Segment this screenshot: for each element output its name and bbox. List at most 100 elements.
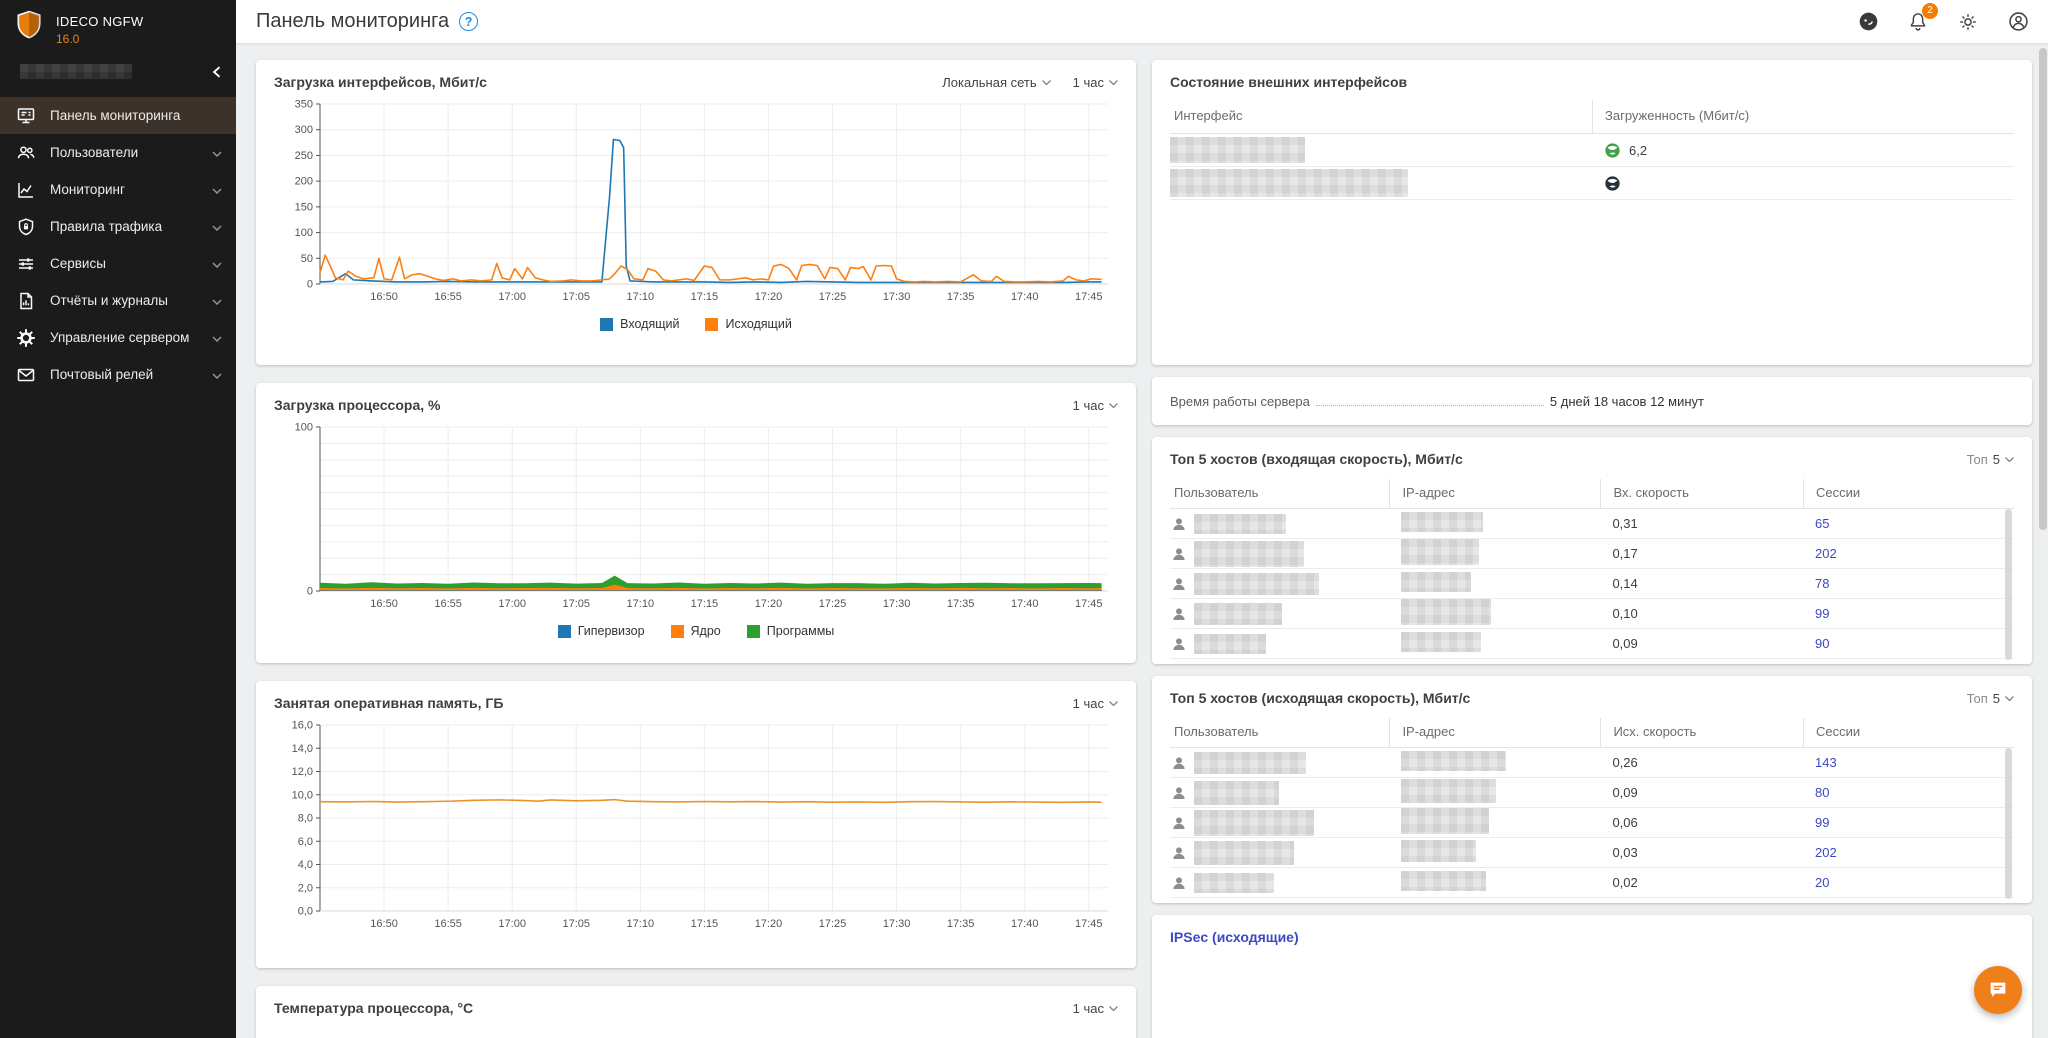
svg-text:16:55: 16:55: [434, 918, 462, 930]
table-body: 0,31 65 0,17 202 0,14: [1170, 509, 2014, 664]
sessions-link[interactable]: 20: [1814, 875, 1830, 890]
sidebar-menu: Панель мониторинга Пользователи Монитори…: [0, 97, 236, 393]
chevron-left-icon: [212, 65, 221, 78]
svg-text:17:30: 17:30: [883, 291, 911, 303]
table-scrollbar[interactable]: [2005, 748, 2012, 899]
ipsec-link[interactable]: IPSec (исходящие): [1170, 929, 1299, 945]
dashboard-content: Загрузка интерфейсов, Мбит/с Локальная с…: [236, 44, 2048, 1038]
top-count-select[interactable]: Топ 5: [1967, 691, 2014, 706]
table-row: 0,09 90: [1170, 629, 2014, 659]
sidebar-item-label: Мониторинг: [50, 182, 125, 197]
svg-text:17:15: 17:15: [691, 598, 719, 610]
card-interface-load: Загрузка интерфейсов, Мбит/с Локальная с…: [256, 60, 1136, 365]
svg-text:17:05: 17:05: [562, 918, 590, 930]
support-icon[interactable]: [1856, 10, 1880, 34]
sessions-link[interactable]: 202: [1814, 845, 1837, 860]
sidebar-item-reports[interactable]: Отчёты и журналы: [0, 282, 236, 319]
speed-value: 0,03: [1612, 845, 1638, 860]
sidebar-item-label: Почтовый релей: [50, 367, 154, 382]
uptime-label: Время работы сервера: [1170, 393, 1310, 409]
sessions-link[interactable]: 80: [1814, 785, 1830, 800]
sessions-link[interactable]: 78: [1814, 576, 1830, 591]
user-icon: [1173, 547, 1185, 560]
brand-shield-icon: [17, 10, 41, 39]
chart-legend: Входящий Исходящий: [274, 317, 1118, 331]
user-icon: [1173, 876, 1185, 889]
caret-down-icon: [1109, 79, 1118, 85]
sidebar-item-traffic-rules[interactable]: Правила трафика: [0, 208, 236, 245]
caret-down-icon: [1109, 402, 1118, 408]
svg-text:17:35: 17:35: [947, 598, 975, 610]
svg-text:100: 100: [295, 227, 313, 239]
chevron-down-icon: [212, 182, 222, 197]
sessions-link[interactable]: 202: [1814, 546, 1837, 561]
svg-text:17:30: 17:30: [883, 598, 911, 610]
ram-chart: 16:50 16:55 17:00 17:05 17:10 17:15 17:20 17:25…: [274, 717, 1118, 940]
theme-toggle-sun-icon[interactable]: [1956, 10, 1980, 34]
brand-version: 16.0: [56, 32, 80, 46]
sessions-link[interactable]: 65: [1814, 516, 1830, 531]
sidebar-item-label: Правила трафика: [50, 219, 163, 234]
speed-value: 0,26: [1612, 755, 1638, 770]
period-select[interactable]: 1 час: [1073, 1001, 1118, 1016]
sidebar-item-mail-relay[interactable]: Почтовый релей: [0, 356, 236, 393]
svg-text:17:45: 17:45: [1075, 598, 1103, 610]
svg-text:350: 350: [295, 99, 313, 111]
table-row: 0,09 80: [1170, 778, 2014, 808]
period-select[interactable]: 1 час: [1073, 696, 1118, 711]
redacted-interface-name: [1170, 169, 1408, 197]
svg-text:0,0: 0,0: [298, 906, 313, 918]
svg-text:17:35: 17:35: [947, 291, 975, 303]
external-interfaces-table: Интерфейс Загруженность (Мбит/с): [1170, 100, 2014, 200]
period-select[interactable]: 1 час: [1073, 75, 1118, 90]
period-select[interactable]: 1 час: [1073, 398, 1118, 413]
page-scrollbar[interactable]: [2039, 48, 2047, 1038]
card-title: Температура процессора, °C: [274, 1000, 474, 1016]
feedback-fab[interactable]: [1974, 966, 2022, 1014]
sessions-link[interactable]: 99: [1814, 815, 1830, 830]
svg-text:17:20: 17:20: [755, 918, 783, 930]
svg-text:17:00: 17:00: [498, 918, 526, 930]
redacted-username: [1194, 540, 1304, 567]
svg-text:14,0: 14,0: [292, 743, 313, 755]
notifications-bell-icon[interactable]: 2: [1906, 2, 1938, 34]
sidebar-item-dashboard[interactable]: Панель мониторинга: [0, 97, 236, 134]
card-title: Состояние внешних интерфейсов: [1170, 74, 1408, 90]
brand: IDECO NGFW 16.0: [0, 0, 236, 48]
sidebar-item-services[interactable]: Сервисы: [0, 245, 236, 282]
network-select[interactable]: Локальная сеть: [942, 75, 1051, 90]
globe-up-icon: [1605, 142, 1620, 158]
monitoring-icon: [15, 179, 36, 200]
sidebar-item-monitoring[interactable]: Мониторинг: [0, 171, 236, 208]
account-icon[interactable]: [2006, 10, 2030, 34]
sessions-link[interactable]: 99: [1814, 606, 1830, 621]
table-scrollbar[interactable]: [2005, 509, 2012, 660]
column-header: Загруженность (Мбит/с): [1592, 100, 2014, 133]
card-uptime: Время работы сервера 5 дней 18 часов 12 …: [1152, 377, 2032, 425]
svg-text:17:40: 17:40: [1011, 598, 1039, 610]
sessions-link[interactable]: 143: [1814, 755, 1837, 770]
sidebar-collapse-button[interactable]: [211, 65, 222, 78]
card-cpu-temperature: Температура процессора, °C 1 час: [256, 986, 1136, 1038]
top-count-select[interactable]: Топ 5: [1967, 452, 2014, 467]
help-icon[interactable]: [459, 12, 479, 31]
svg-text:17:35: 17:35: [947, 918, 975, 930]
notifications-badge: 2: [1922, 2, 1938, 19]
sessions-link[interactable]: 90: [1814, 636, 1830, 651]
user-icon: [1173, 786, 1185, 799]
card-cpu-load: Загрузка процессора, % 1 час 16:50 16:55 1…: [256, 383, 1136, 663]
sidebar-item-label: Отчёты и журналы: [50, 293, 168, 308]
page-scrollbar-thumb[interactable]: [2039, 48, 2047, 530]
svg-text:4,0: 4,0: [298, 859, 313, 871]
sidebar-item-server-management[interactable]: Управление сервером: [0, 319, 236, 356]
sidebar-item-users[interactable]: Пользователи: [0, 134, 236, 171]
svg-text:100: 100: [295, 422, 313, 434]
card-external-interfaces: Состояние внешних интерфейсов Интерфейс …: [1152, 60, 2032, 365]
speed-value: 0,17: [1612, 546, 1638, 561]
table-header: Пользователь IP-адрес Исх. скорость Сессии: [1170, 718, 2014, 748]
chevron-down-icon: [212, 367, 222, 382]
svg-text:17:25: 17:25: [819, 918, 847, 930]
redacted-ip: [1401, 840, 1477, 862]
svg-text:17:45: 17:45: [1075, 291, 1103, 303]
